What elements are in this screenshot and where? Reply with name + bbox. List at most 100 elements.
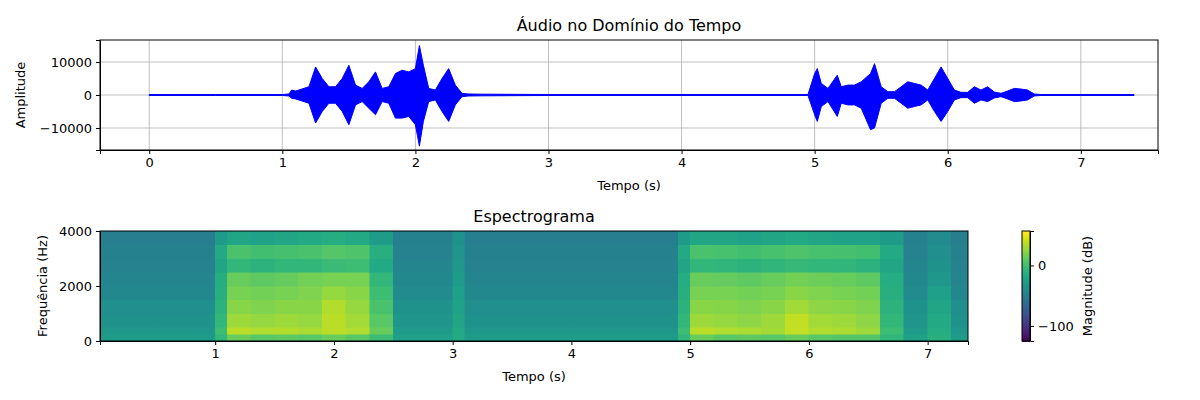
tick-mark <box>453 341 454 345</box>
heatmap-cell <box>678 231 690 245</box>
heatmap-cell <box>322 259 346 273</box>
heatmap-cell <box>251 259 275 273</box>
tick: 4 <box>568 341 576 361</box>
heatmap-cell <box>714 245 738 259</box>
heatmap-cell <box>904 327 928 334</box>
heatmap-cell <box>251 245 275 259</box>
colorbar-swatch <box>1022 307 1030 309</box>
colorbar-swatch <box>1022 247 1030 249</box>
heatmap-cell <box>690 286 714 300</box>
heatmap-cell <box>809 300 833 314</box>
heatmap-cell <box>928 300 952 314</box>
heatmap-cell <box>714 286 738 300</box>
colorbar-swatch <box>1022 269 1030 271</box>
tick-label: −100 <box>1038 319 1074 334</box>
tick-mark <box>809 341 810 345</box>
heatmap-cell <box>322 231 346 245</box>
heatmap-cell <box>785 231 809 245</box>
heatmap-cell <box>761 314 785 328</box>
colorbar-swatch <box>1022 276 1030 278</box>
heatmap-cell <box>761 272 785 286</box>
tick-label: 0 <box>1038 258 1046 273</box>
heatmap-cell <box>322 245 346 259</box>
heatmap-cell <box>453 334 465 341</box>
heatmap-cell <box>761 245 785 259</box>
tick: 2 <box>412 150 420 170</box>
heatmap-cell <box>275 231 299 245</box>
colorbar-swatch <box>1022 250 1030 252</box>
heatmap-cell <box>678 300 690 314</box>
heatmap-cell <box>928 334 952 341</box>
heatmap-cell <box>156 272 215 286</box>
heatmap-cell <box>678 314 690 328</box>
heatmap-cell <box>809 286 833 300</box>
colorbar-swatch <box>1022 335 1030 337</box>
colorbar-swatch <box>1022 244 1030 246</box>
heatmap-cell <box>690 245 714 259</box>
colorbar-swatch <box>1022 252 1030 254</box>
heatmap-cell <box>690 334 714 341</box>
heatmap-cell <box>215 286 227 300</box>
heatmap-cell <box>785 334 809 341</box>
heatmap-cell <box>227 259 251 273</box>
colorbar-swatch <box>1022 280 1030 282</box>
heatmap-cell <box>453 300 465 314</box>
colorbar-swatch <box>1022 234 1030 236</box>
colorbar-swatch <box>1022 237 1030 239</box>
heatmap-cell <box>928 259 952 273</box>
colorbar-swatch <box>1022 301 1030 303</box>
tick-label: 4 <box>568 346 576 361</box>
heatmap-cell <box>370 272 394 286</box>
colorbar-swatch <box>1022 305 1030 307</box>
tick-mark <box>96 286 100 287</box>
heatmap-cell <box>880 231 904 245</box>
colorbar-swatch <box>1022 332 1030 334</box>
heatmap-cell <box>809 272 833 286</box>
heatmap-cell <box>370 327 394 334</box>
heatmap-cell <box>346 259 370 273</box>
tick-label: 0 <box>84 334 92 349</box>
colorbar-swatch <box>1022 277 1030 279</box>
heatmap-cell <box>215 314 227 328</box>
heatmap-cell <box>571 314 678 328</box>
colorbar-swatch <box>1022 327 1030 329</box>
colorbar-swatch <box>1022 291 1030 293</box>
heatmap-cell <box>761 334 785 341</box>
heatmap-cell <box>215 231 227 245</box>
heatmap-cell <box>215 259 227 273</box>
heatmap-cell <box>465 272 572 286</box>
tick: 7 <box>1077 150 1085 170</box>
colorbar-swatch <box>1022 251 1030 253</box>
tick-mark <box>1081 150 1082 154</box>
heatmap-cell <box>227 300 251 314</box>
colorbar-swatch <box>1022 333 1030 335</box>
tick: 10000 <box>51 55 100 70</box>
heatmap-cell <box>156 286 215 300</box>
colorbar-swatch <box>1022 232 1030 234</box>
heatmap-cell <box>690 231 714 245</box>
heatmap-cell <box>346 231 370 245</box>
grid-line <box>100 127 1158 128</box>
colorbar-swatch <box>1022 322 1030 324</box>
heatmap-cell <box>856 300 880 314</box>
heatmap-cell <box>809 245 833 259</box>
heatmap-cell <box>215 272 227 286</box>
tick: 0 <box>1030 258 1046 273</box>
tick-mark <box>815 150 816 154</box>
heatmap-cell <box>785 314 809 328</box>
colorbar-swatch <box>1022 318 1030 320</box>
tick-label: 3 <box>449 346 457 361</box>
heatmap-cell <box>951 314 968 328</box>
colorbar-swatch <box>1022 289 1030 291</box>
colorbar-swatch <box>1022 265 1030 267</box>
y-axis: 020004000 <box>59 224 101 349</box>
colorbar-swatch <box>1022 258 1030 260</box>
heatmap-cell <box>156 259 215 273</box>
heatmap-cell <box>156 231 215 245</box>
plot-area <box>149 46 1134 147</box>
heatmap-cell <box>298 259 322 273</box>
heatmap-cell <box>833 231 857 245</box>
tick: 2 <box>330 341 338 361</box>
colorbar-swatch <box>1022 233 1030 235</box>
heatmap-cell <box>833 245 857 259</box>
